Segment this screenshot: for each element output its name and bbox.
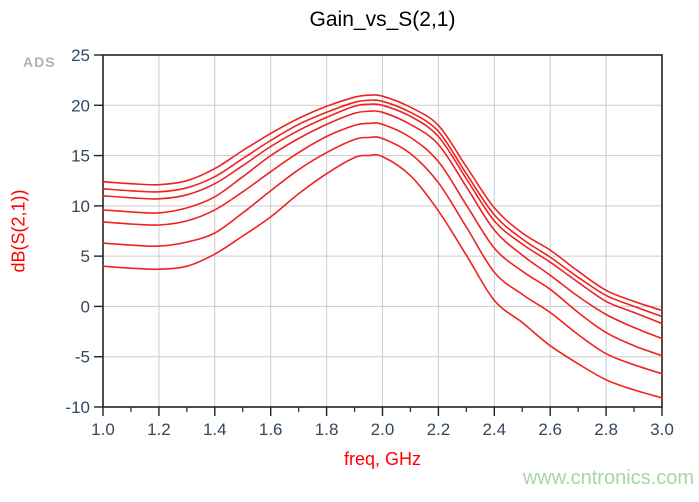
x-tick-label: 1.2	[147, 420, 171, 439]
y-tick-label: 20	[71, 96, 90, 115]
y-tick-label: 25	[71, 46, 90, 65]
y-axis-title: dB(S(2,1))	[8, 189, 29, 273]
y-tick-label: 5	[81, 247, 90, 266]
gain-trace-2	[102, 99, 663, 318]
gain-trace-6	[102, 136, 663, 375]
ads-logo: ADS	[23, 54, 56, 70]
y-tick-label: 15	[71, 147, 90, 166]
gain-trace-5	[102, 122, 663, 357]
y-tick-label: 10	[71, 197, 90, 216]
y-tick-label: 0	[81, 297, 90, 316]
x-axis-title: freq, GHz	[343, 449, 422, 469]
x-tick-label: 2.2	[427, 420, 451, 439]
y-tick-label: -5	[75, 348, 90, 367]
x-tick-label: 1.0	[91, 420, 115, 439]
watermark: www.cntronics.com	[522, 467, 694, 489]
gain-trace-4	[102, 110, 663, 340]
chart-title: Gain_vs_S(2,1)	[309, 8, 456, 31]
x-tick-label: 1.4	[203, 420, 227, 439]
x-tick-label: 2.8	[594, 420, 618, 439]
y-tick-label: -10	[65, 398, 90, 417]
x-tick-label: 3.0	[650, 420, 674, 439]
x-tick-label: 1.8	[315, 420, 339, 439]
x-tick-label: 1.6	[259, 420, 283, 439]
gain-trace-7	[102, 153, 663, 399]
gain-trace-1	[102, 94, 663, 312]
x-tick-label: 2.6	[538, 420, 562, 439]
x-tick-label: 2.4	[482, 420, 506, 439]
gain-trace-3	[102, 103, 663, 325]
x-tick-label: 2.0	[371, 420, 395, 439]
